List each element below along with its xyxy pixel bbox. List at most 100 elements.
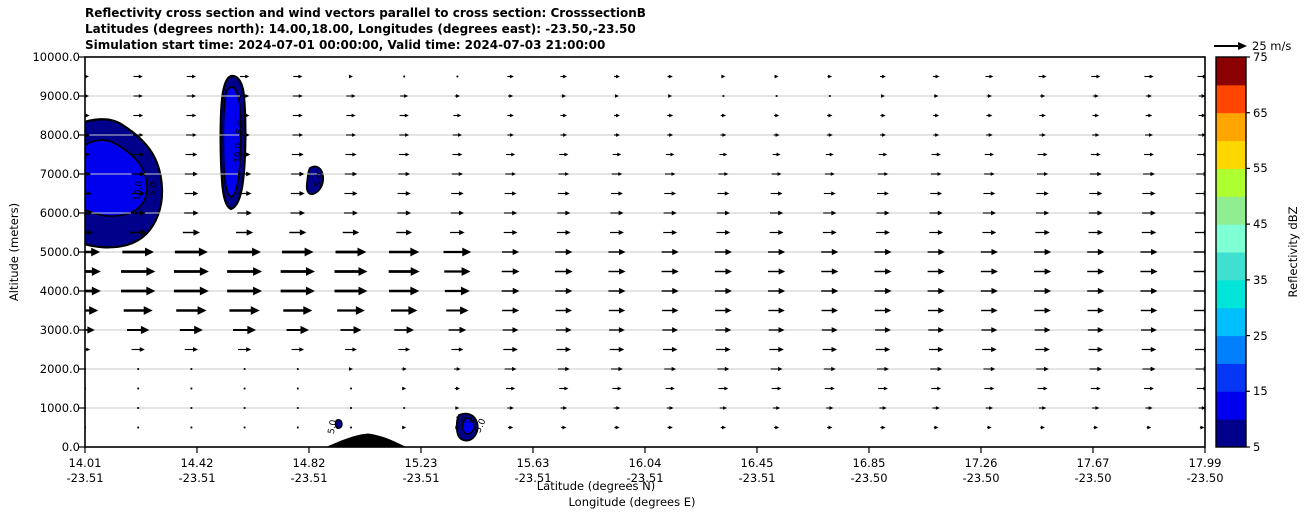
wind-vector — [665, 152, 675, 157]
wind-vector — [557, 210, 571, 216]
reflectivity-region-tall-blob-10dbz — [222, 86, 242, 198]
y-tick-label: 6000.0 — [39, 206, 80, 220]
wind-vector — [1199, 425, 1205, 430]
wind-vector — [237, 190, 252, 197]
wind-vector — [184, 347, 198, 352]
wind-vector — [983, 366, 996, 372]
wind-vector — [822, 229, 837, 236]
wind-vector — [720, 133, 727, 137]
wind-vector — [291, 152, 304, 157]
contour-label: 5.0 — [235, 119, 247, 135]
plot-title-line2: Latitudes (degrees north): 14.00,18.00, … — [85, 22, 636, 36]
wind-vector — [981, 307, 998, 314]
wind-vector — [663, 210, 677, 216]
wind-vector — [1087, 307, 1105, 314]
y-tick-label: 7000.0 — [39, 167, 80, 181]
wind-vector — [454, 386, 461, 391]
colorbar-tick-label: 55 — [1253, 161, 1268, 176]
wind-vector — [1198, 113, 1205, 118]
wind-vector — [612, 152, 622, 157]
wind-vector — [878, 386, 888, 391]
colorbar-band — [1216, 196, 1246, 225]
wind-vector — [1140, 248, 1158, 256]
wind-vector — [1040, 425, 1045, 430]
wind-vector — [1145, 133, 1153, 137]
wind-vector — [716, 229, 731, 236]
wind-vector — [880, 113, 886, 118]
wind-vector — [770, 366, 783, 372]
wind-vector — [770, 191, 783, 196]
wind-vector — [400, 94, 409, 98]
wind-vector — [773, 425, 780, 430]
x-tick-label-longitude: -23.51 — [626, 471, 664, 485]
wind-vector — [661, 287, 679, 295]
wind-vector — [402, 386, 407, 391]
wind-vector — [874, 268, 892, 275]
wind-vector — [344, 210, 358, 216]
wind-vector — [824, 172, 835, 176]
wind-vector — [1092, 133, 1100, 137]
wind-vector — [1144, 152, 1154, 157]
colorbar-band — [1216, 335, 1246, 364]
wind-vector — [132, 133, 144, 137]
x-tick-label-latitude: 16.04 — [628, 456, 662, 470]
wind-vector — [452, 133, 463, 137]
wind-vector — [614, 113, 620, 118]
wind-vector — [1140, 268, 1158, 275]
wind-vector — [614, 94, 619, 98]
wind-vector — [986, 133, 993, 137]
wind-vector — [290, 190, 305, 197]
wind-vector — [239, 113, 250, 118]
wind-vector — [173, 286, 209, 296]
wind-vector — [237, 210, 252, 216]
wind-vector — [827, 74, 833, 79]
wind-vector — [1194, 346, 1205, 353]
wind-vector — [444, 286, 470, 296]
colorbar-tick-label: 45 — [1253, 217, 1268, 232]
contour-label: 5.0 — [148, 181, 160, 197]
wind-vector — [334, 286, 368, 296]
wind-vector — [608, 307, 626, 314]
wind-vector — [661, 268, 679, 275]
wind-vector — [344, 191, 358, 196]
wind-vector — [1038, 406, 1047, 410]
wind-vector — [227, 267, 263, 276]
wind-vector-dot — [190, 407, 193, 409]
wind-vector — [451, 347, 464, 352]
contour-label: 10.0 — [233, 142, 245, 164]
wind-vector — [929, 229, 944, 236]
wind-vector — [401, 367, 407, 371]
wind-vector — [611, 172, 623, 176]
colorbar-band — [1216, 391, 1246, 420]
wind-vector — [1087, 287, 1105, 295]
wind-vector — [186, 133, 197, 137]
wind-vector — [719, 152, 728, 157]
x-tick-label-latitude: 15.23 — [404, 456, 438, 470]
wind-vector — [1194, 327, 1205, 333]
wind-vector — [983, 191, 996, 196]
wind-vector — [561, 94, 567, 98]
wind-vector — [667, 133, 674, 137]
y-tick-label: 9000.0 — [39, 89, 80, 103]
wind-vector — [609, 327, 625, 333]
wind-vector — [717, 191, 730, 196]
x-tick-label-longitude: -23.50 — [1074, 471, 1112, 485]
wind-vector — [1195, 210, 1205, 216]
wind-vector — [718, 172, 729, 176]
wind-vector — [929, 210, 943, 216]
wind-vector — [771, 386, 782, 391]
wind-vector — [132, 152, 145, 157]
wind-vector — [346, 133, 356, 137]
wind-vector-dot — [137, 426, 140, 429]
wind-vector — [721, 74, 726, 79]
wind-vector — [504, 191, 517, 196]
wind-vector — [980, 287, 998, 295]
wind-vector — [1092, 406, 1100, 410]
wind-vector — [666, 406, 674, 410]
wind-vector — [719, 406, 728, 410]
colorbar-tick-label: 5 — [1253, 440, 1261, 454]
wind-vector — [560, 113, 568, 118]
wind-vector — [344, 171, 358, 177]
wind-vector — [504, 366, 517, 372]
